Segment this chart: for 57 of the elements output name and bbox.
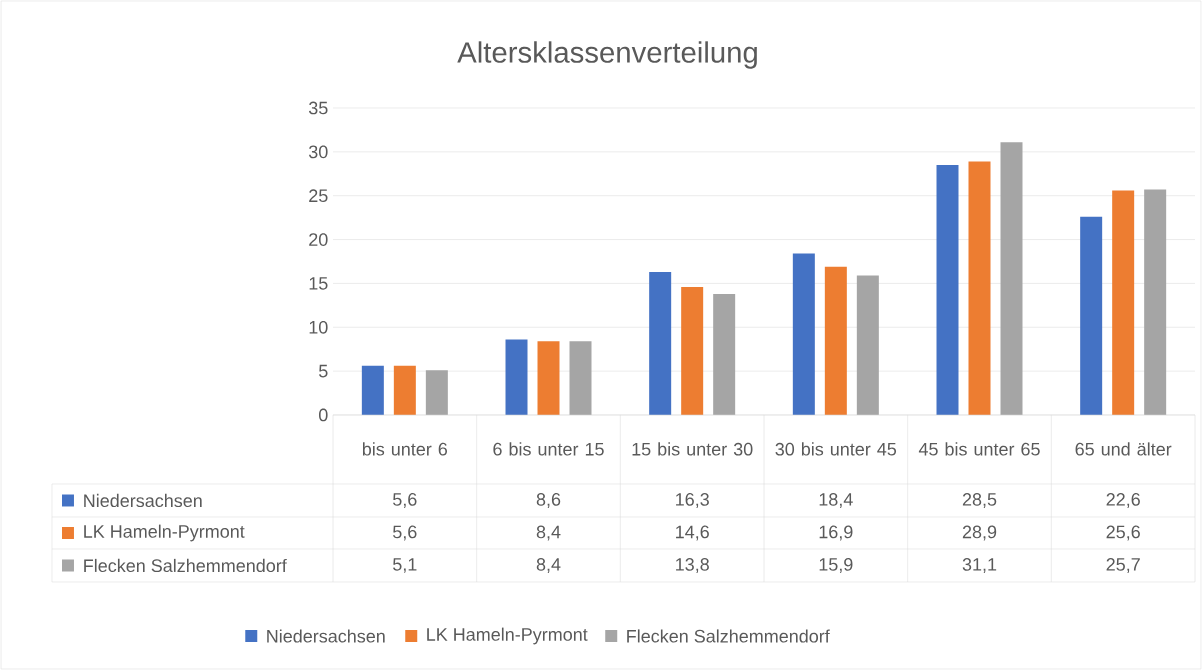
y-tick-label: 20 (309, 233, 328, 246)
bar (505, 339, 528, 415)
bar (713, 293, 736, 415)
data-label: 13,8 (676, 558, 709, 573)
bar (1080, 216, 1103, 415)
text: Niedersachsen (267, 629, 385, 643)
data-label: 14,6 (676, 525, 709, 541)
data-label: 5,6 (393, 493, 417, 508)
data-label: 18,4 (819, 493, 853, 508)
y-tick-label: 5 (319, 364, 328, 378)
legend-label: Niedersachsen (84, 493, 202, 508)
text: LK Hameln-Pyrmont (427, 627, 588, 645)
legend-label: Flecken Salzhemmendorf (84, 558, 287, 573)
y-tick-label: 10 (309, 320, 328, 334)
bar (361, 365, 384, 415)
y-tick-label: 30 (308, 145, 328, 159)
data-label: 8,4 (536, 558, 561, 573)
data-label: 16,9 (819, 525, 853, 541)
y-tick-label: 0 (319, 408, 328, 422)
bar (537, 341, 560, 415)
data-label: 31,1 (962, 558, 997, 573)
bar (1144, 189, 1167, 415)
data-label: 25,6 (1106, 525, 1140, 541)
bar (1112, 190, 1135, 415)
bar (856, 275, 879, 415)
bar (569, 341, 592, 415)
bar (936, 165, 959, 415)
data-label: 22,6 (1106, 493, 1140, 508)
data-label: 8,4 (536, 525, 561, 541)
y-tick-label: 35 (308, 101, 328, 115)
data-label: 25,7 (1106, 558, 1140, 573)
y-tick-label: 25 (309, 189, 328, 203)
bar (824, 266, 847, 415)
chart-title: Altersklassenverteilung (457, 41, 757, 69)
x-tick-label: 65 und älter (1075, 442, 1172, 456)
data-label: 5,1 (393, 558, 417, 573)
bar (425, 370, 448, 415)
x-tick-label: 6 bis unter 15 (493, 442, 604, 456)
x-tick-label: 30 bis unter 45 (775, 442, 897, 456)
text: Flecken Salzhemmendorf (627, 629, 830, 643)
data-label: 28,9 (962, 525, 997, 541)
bar (792, 253, 815, 415)
bar (968, 161, 991, 415)
legend-label: LK Hameln-Pyrmont (84, 524, 245, 542)
bar (393, 365, 416, 415)
x-tick-label: 15 bis unter 30 (632, 442, 753, 456)
data-label: 8,6 (536, 493, 561, 508)
bar (649, 272, 672, 415)
data-label: 28,5 (962, 493, 997, 508)
x-tick-label: bis unter 6 (362, 442, 448, 456)
data-label: 15,9 (819, 558, 853, 573)
bar (1000, 142, 1023, 415)
y-tick-label: 15 (309, 277, 328, 290)
bar (681, 286, 704, 415)
x-tick-label: 45 bis unter 65 (918, 442, 1040, 456)
data-label: 16,3 (676, 493, 709, 508)
data-label: 5,6 (393, 525, 417, 541)
